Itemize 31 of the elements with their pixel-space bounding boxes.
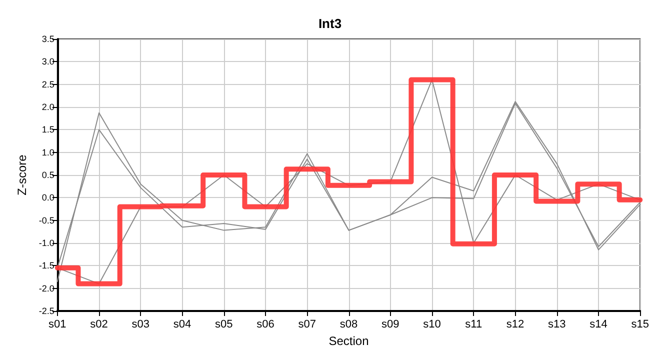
x-tick-label: s08 — [340, 318, 358, 330]
y-tick-label: -0.5 — [38, 215, 54, 226]
x-tick-label: s05 — [215, 318, 233, 330]
y-tick-label: 1.5 — [42, 124, 54, 135]
x-tick-label: s13 — [548, 318, 566, 330]
x-tick-label: s14 — [590, 318, 608, 330]
y-axis-title: Z-score — [15, 154, 29, 196]
y-tick-label: 3.0 — [42, 56, 54, 67]
y-tick-label: -2.0 — [38, 283, 54, 294]
y-tick-label: -2.5 — [38, 306, 54, 316]
y-tick-label: 3.5 — [42, 34, 54, 44]
y-tick-label: 1.0 — [42, 147, 54, 158]
x-tick-label: s12 — [506, 318, 524, 330]
y-tick-label: -1.5 — [38, 260, 54, 271]
x-tick-label: s15 — [631, 318, 650, 330]
y-tick-label: 0.5 — [42, 170, 54, 180]
x-tick-label: s07 — [298, 318, 316, 330]
chart-title: Int3 — [318, 16, 342, 31]
x-tick-label: s10 — [423, 318, 441, 330]
x-tick-label: s02 — [90, 318, 108, 330]
x-tick-label: s06 — [256, 318, 274, 330]
x-tick-label: s11 — [465, 318, 482, 330]
y-tick-label: 0.0 — [42, 192, 54, 203]
y-tick-label: 2.0 — [42, 102, 54, 112]
y-tick-label: 2.5 — [42, 79, 54, 90]
y-tick-label: -1.0 — [38, 238, 54, 248]
x-axis-title: Section — [328, 334, 369, 348]
x-tick-label: s03 — [132, 318, 150, 330]
x-tick-label: s09 — [382, 318, 400, 330]
x-tick-label: s04 — [173, 318, 192, 330]
x-tick-label: s01 — [48, 318, 66, 330]
